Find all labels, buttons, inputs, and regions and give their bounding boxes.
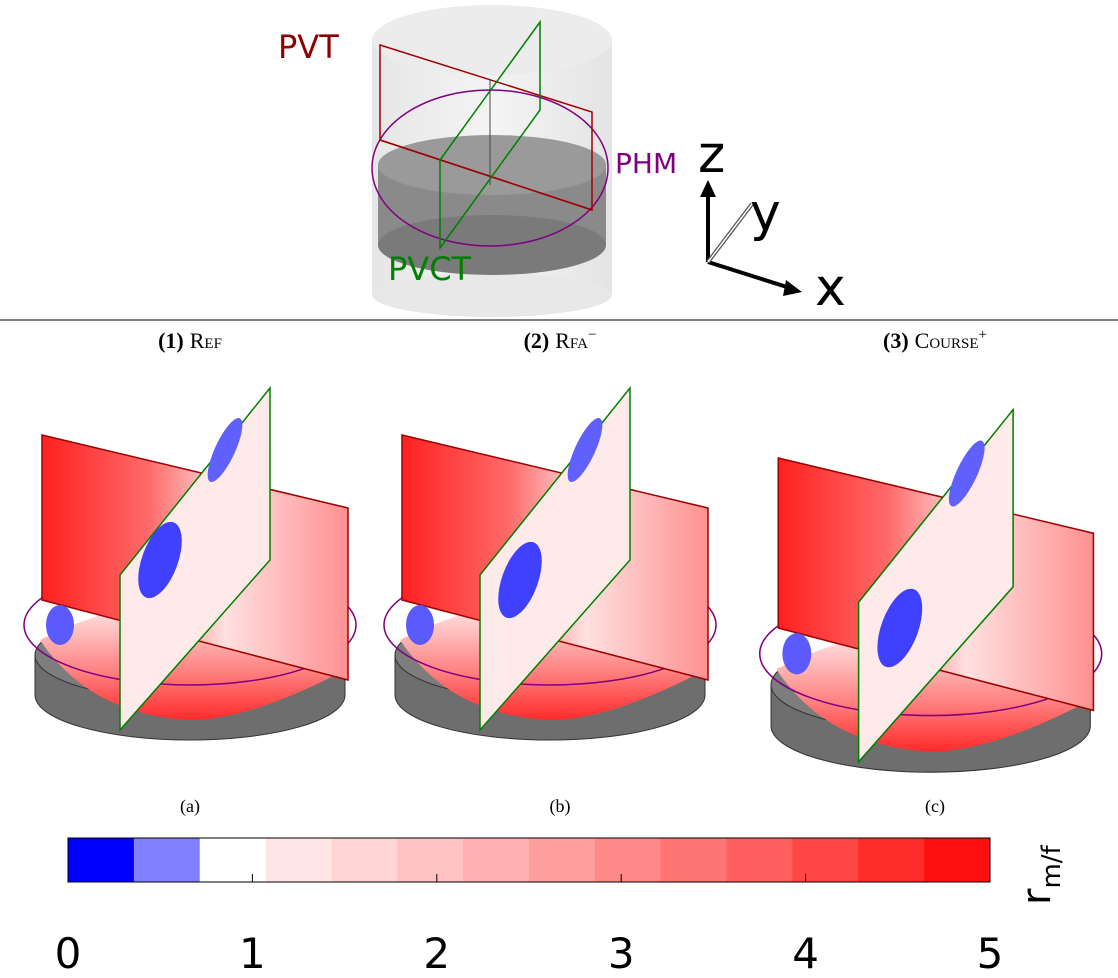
- render: [758, 407, 1103, 773]
- panel-title: (1) Ref: [158, 328, 222, 353]
- y-axis-label: y: [750, 183, 781, 243]
- colorbar-swatch: [265, 838, 332, 882]
- colorbar-swatch: [463, 838, 530, 882]
- panel-superscript: −: [588, 327, 596, 343]
- pvt-label: PVT: [278, 28, 339, 66]
- colorbar-label-main: r: [1014, 888, 1060, 905]
- colorbar-swatch: [397, 838, 464, 882]
- panel-caption: (a): [180, 796, 200, 817]
- panel-name: Ref: [190, 328, 222, 353]
- colorbar-tick-label: 2: [423, 929, 450, 978]
- blue-region: [567, 417, 603, 483]
- colorbar-tick-label: 1: [239, 929, 266, 978]
- blue-region: [138, 521, 182, 599]
- colorbar-swatch: [858, 838, 925, 882]
- colorbar-swatch: [660, 838, 728, 882]
- panel-number: (3): [883, 328, 909, 353]
- blue-region: [406, 605, 434, 645]
- colorbar-swatch: [199, 838, 267, 882]
- panel-title: (3) Course+: [883, 327, 987, 353]
- colorbar-tick-label: 5: [977, 929, 1004, 978]
- colorbar-tick-label: 4: [792, 929, 819, 978]
- panels: (1) Ref (a) (2) Rfa− (b) (3) Course+ (c): [23, 327, 1103, 817]
- blue-region: [782, 633, 812, 675]
- panel-name: Rfa: [555, 328, 588, 353]
- setup-diagram: PVT PHM PVCT z y x: [278, 5, 846, 318]
- panel-name: Course: [915, 328, 979, 353]
- blue-region: [877, 588, 923, 668]
- colorbar-swatch: [529, 838, 596, 882]
- render: [23, 385, 357, 741]
- colorbar-frame: [67, 837, 991, 883]
- colorbar-swatch: [792, 838, 859, 882]
- blue-region: [46, 605, 74, 645]
- colorbar: 0 1 2 3 4 5rm/f: [55, 837, 1067, 978]
- panel-superscript: +: [979, 327, 987, 343]
- x-axis-label: x: [815, 258, 846, 318]
- colorbar-swatch: [924, 838, 991, 882]
- colorbar-swatch: [726, 838, 793, 882]
- panel-number: (2): [524, 328, 550, 353]
- colorbar-label-sub: m/f: [1037, 844, 1067, 888]
- panel-number: (1): [158, 328, 184, 353]
- colorbar-swatch: [331, 838, 398, 882]
- colorbar-swatch: [133, 838, 201, 882]
- colorbar-tick-label: 0: [55, 929, 82, 978]
- blue-region: [948, 440, 985, 507]
- colorbar-swatch: [68, 838, 135, 882]
- colorbar-tick-label: 3: [608, 929, 635, 978]
- blue-region: [498, 541, 542, 619]
- colorbar-label: rm/f: [1014, 844, 1067, 905]
- panel-caption: (b): [550, 796, 571, 817]
- phm-label: PHM: [615, 147, 677, 180]
- panel-caption: (c): [925, 796, 945, 817]
- pvct-label: PVCT: [388, 250, 472, 288]
- render: [383, 385, 717, 741]
- colorbar-swatch: [594, 838, 662, 882]
- panel-title: (2) Rfa−: [524, 327, 597, 353]
- blue-region: [207, 417, 243, 483]
- z-axis-label: z: [698, 125, 725, 185]
